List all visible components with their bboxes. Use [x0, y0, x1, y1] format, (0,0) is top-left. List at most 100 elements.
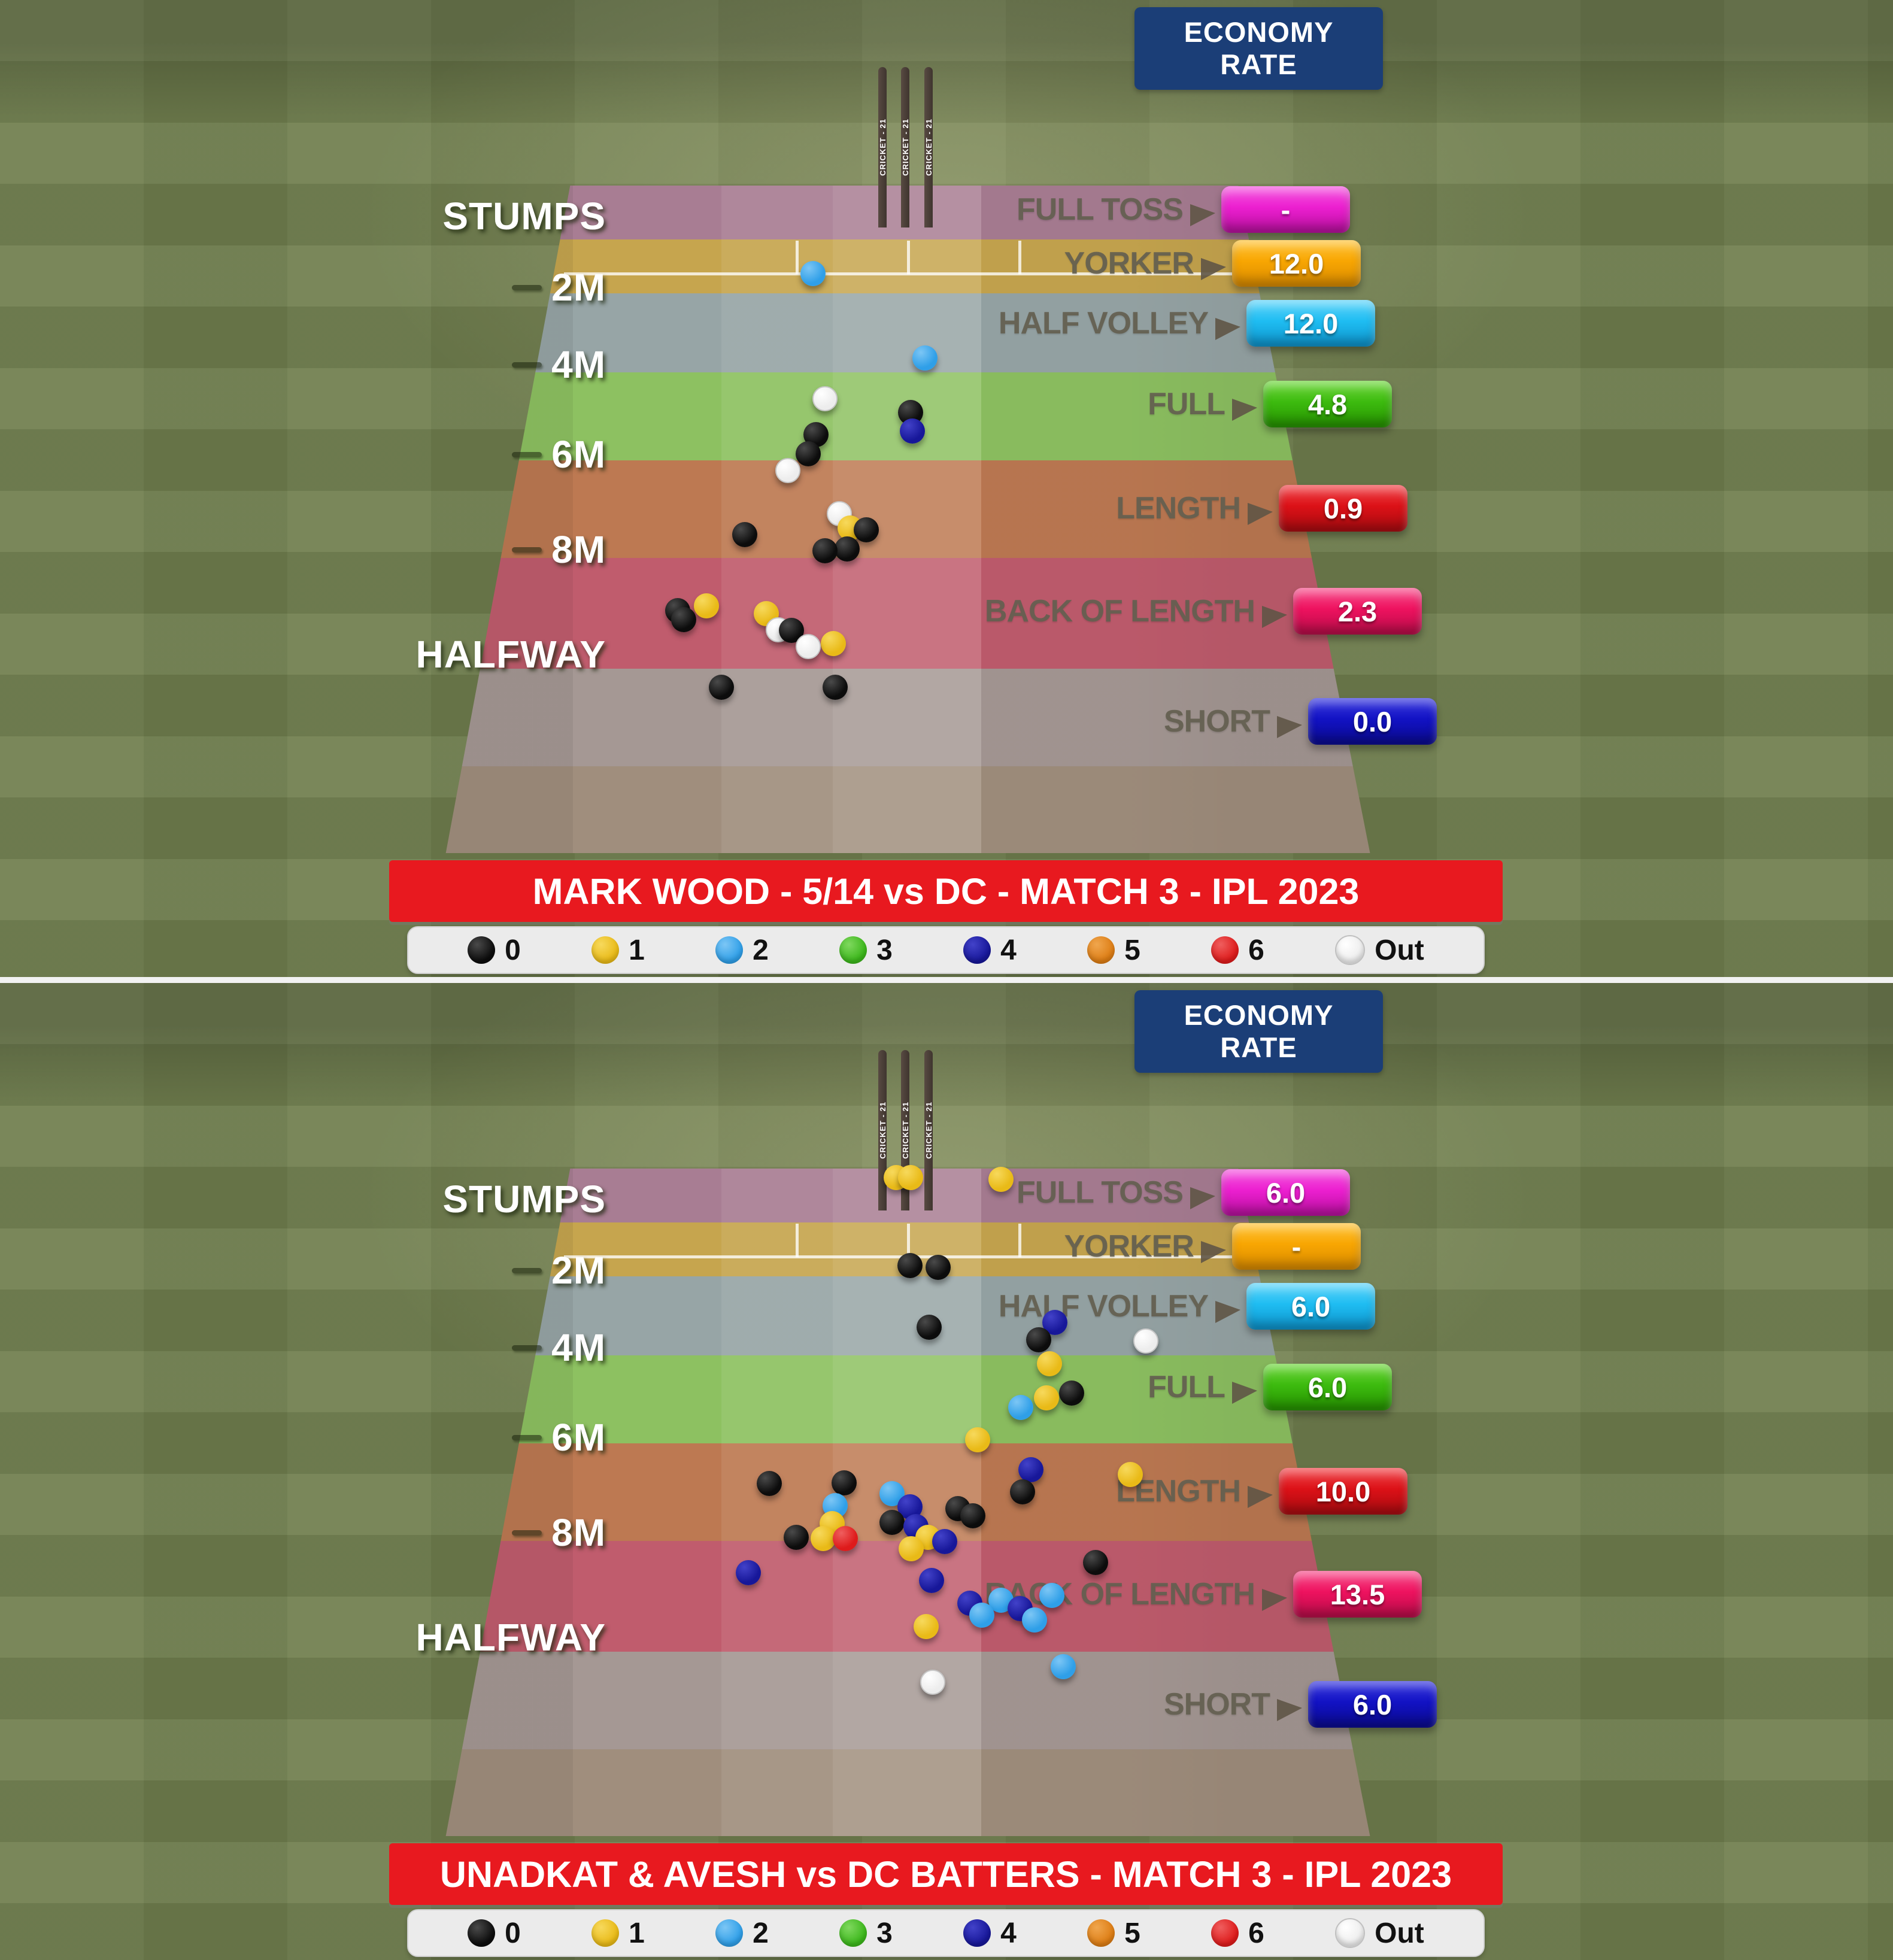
- delivery-dot-runs-2: [912, 345, 938, 371]
- delivery-dot-runs-0: [757, 1471, 782, 1496]
- delivery-dot-runs-4: [919, 1568, 944, 1593]
- delivery-dot-runs-0: [854, 517, 879, 542]
- legend-label: 6: [1248, 934, 1264, 966]
- stump-brand-text: CRICKET - 21: [900, 1102, 910, 1159]
- economy-badge: -: [1221, 186, 1350, 233]
- economy-badge: -: [1232, 1223, 1361, 1270]
- distance-label-text: 4M: [551, 1326, 606, 1369]
- stump-brand-text: CRICKET - 21: [878, 119, 887, 176]
- title-banner: UNADKAT & AVESH vs DC BATTERS - MATCH 3 …: [389, 1843, 1503, 1905]
- legend-dot-icon: [715, 936, 744, 964]
- delivery-dot-runs-1: [898, 1165, 923, 1190]
- economy-value: 6.0: [1352, 1688, 1393, 1721]
- distance-tick: [512, 1345, 542, 1351]
- delivery-dot-runs-out: [775, 458, 800, 483]
- economy-badge: 10.0: [1279, 1468, 1407, 1515]
- legend-item-6: 6: [1211, 934, 1264, 967]
- economy-value: -: [1281, 193, 1291, 226]
- delivery-dot-runs-0: [879, 1510, 905, 1535]
- economy-badge: 6.0: [1246, 1283, 1375, 1330]
- zone-row-full-toss: FULL TOSS 6.0: [1017, 1169, 1350, 1216]
- distance-tick: [512, 284, 542, 290]
- legend-dot-icon: [1335, 1918, 1366, 1948]
- legend-item-4: 4: [963, 934, 1017, 967]
- stump-brand-text: CRICKET - 21: [900, 119, 910, 176]
- zone-band-full: [445, 1355, 1370, 1443]
- distance-label-text: STUMPS: [442, 1178, 606, 1221]
- stump-brand-text: CRICKET - 21: [924, 119, 933, 176]
- delivery-dot-runs-out: [1133, 1328, 1158, 1354]
- economy-value: 12.0: [1269, 247, 1324, 280]
- zone-label: HALF VOLLEY: [998, 1289, 1209, 1324]
- zone-arrow-icon: [1277, 715, 1302, 738]
- distance-label-text: 4M: [551, 343, 606, 386]
- economy-value: 6.0: [1307, 1371, 1348, 1403]
- legend-label: 4: [1000, 934, 1017, 966]
- stump: CRICKET - 21: [900, 67, 910, 227]
- zone-row-full-toss: FULL TOSS -: [1017, 186, 1350, 233]
- delivery-dot-runs-1: [914, 1614, 939, 1639]
- distance-label-6m: 6M: [512, 432, 606, 477]
- distance-tick: [512, 362, 542, 368]
- distance-label-2m: 2M: [512, 265, 606, 310]
- title-banner: MARK WOOD - 5/14 vs DC - MATCH 3 - IPL 2…: [389, 860, 1503, 922]
- delivery-dot-runs-0: [784, 1525, 809, 1550]
- delivery-dot-runs-4: [736, 1560, 761, 1585]
- economy-value: 0.0: [1352, 705, 1393, 738]
- return-crease-line: [1018, 1224, 1021, 1257]
- zone-label: FULL: [1148, 387, 1225, 421]
- delivery-dot-runs-0: [1026, 1327, 1051, 1352]
- legend-item-6: 6: [1211, 1917, 1264, 1950]
- legend-item-5: 5: [1087, 934, 1140, 967]
- zone-band-run-up-dirt: [445, 1749, 1370, 1836]
- delivery-dot-runs-4: [900, 418, 925, 444]
- legend-item-2: 2: [715, 1917, 769, 1950]
- legend-item-1: 1: [591, 1917, 645, 1950]
- economy-rate-line2: RATE: [1220, 48, 1297, 80]
- distance-label-text: 8M: [551, 528, 606, 571]
- return-crease-line: [907, 1224, 910, 1257]
- zone-label: FULL TOSS: [1017, 1175, 1184, 1210]
- delivery-dot-runs-6: [833, 1526, 858, 1551]
- legend-label: 3: [876, 934, 893, 966]
- pitch-map-panel-mark-wood: ECONOMY RATE CRICKET - 21 CRICKET - 21 CRI…: [0, 0, 1893, 977]
- delivery-dot-runs-out: [920, 1670, 945, 1695]
- legend-item-5: 5: [1087, 1917, 1140, 1950]
- distance-label-8m: 8M: [512, 527, 606, 572]
- economy-value: 6.0: [1266, 1176, 1306, 1209]
- legend-dot-icon: [1087, 936, 1115, 964]
- delivery-dot-runs-1: [1034, 1385, 1059, 1410]
- legend-item-out: Out: [1335, 1917, 1424, 1950]
- distance-label-stumps: STUMPS: [442, 194, 606, 238]
- legend-label: 4: [1000, 1917, 1017, 1949]
- legend-label: 0: [505, 934, 521, 966]
- zone-row-length: LENGTH 10.0: [1116, 1468, 1407, 1515]
- delivery-dot-runs-0: [1083, 1550, 1108, 1575]
- legend-label: 0: [505, 1917, 521, 1949]
- pitch-surface: [445, 186, 1370, 853]
- zone-arrow-icon: [1262, 1588, 1287, 1611]
- zone-row-length: LENGTH 0.9: [1116, 485, 1407, 532]
- zone-arrow-icon: [1190, 204, 1215, 226]
- zone-arrow-icon: [1248, 502, 1273, 525]
- delivery-dot-runs-0: [671, 607, 696, 632]
- legend-dot-icon: [839, 936, 867, 964]
- legend-dot-icon: [839, 1919, 867, 1947]
- distance-label-text: 8M: [551, 1511, 606, 1554]
- legend-dot-icon: [963, 1919, 991, 1947]
- delivery-dot-runs-1: [1118, 1462, 1143, 1487]
- legend-label: 5: [1124, 934, 1140, 966]
- legend-dot-icon: [1087, 1919, 1115, 1947]
- zone-row-back-of-length: BACK OF LENGTH 2.3: [985, 588, 1422, 635]
- economy-badge: 2.3: [1293, 588, 1422, 635]
- legend-dot-icon: [468, 936, 496, 964]
- delivery-dot-runs-1: [988, 1167, 1014, 1192]
- runs-legend: 0 1 2 3 4 5 6 Out: [407, 1909, 1485, 1957]
- stump: CRICKET - 21: [924, 1050, 933, 1210]
- economy-badge: 12.0: [1232, 240, 1361, 287]
- economy-badge: 12.0: [1246, 300, 1375, 347]
- economy-rate-header: ECONOMY RATE: [1134, 7, 1383, 90]
- economy-value: 4.8: [1307, 388, 1348, 420]
- economy-value: 13.5: [1330, 1578, 1385, 1610]
- distance-label-4m: 4M: [512, 1325, 606, 1370]
